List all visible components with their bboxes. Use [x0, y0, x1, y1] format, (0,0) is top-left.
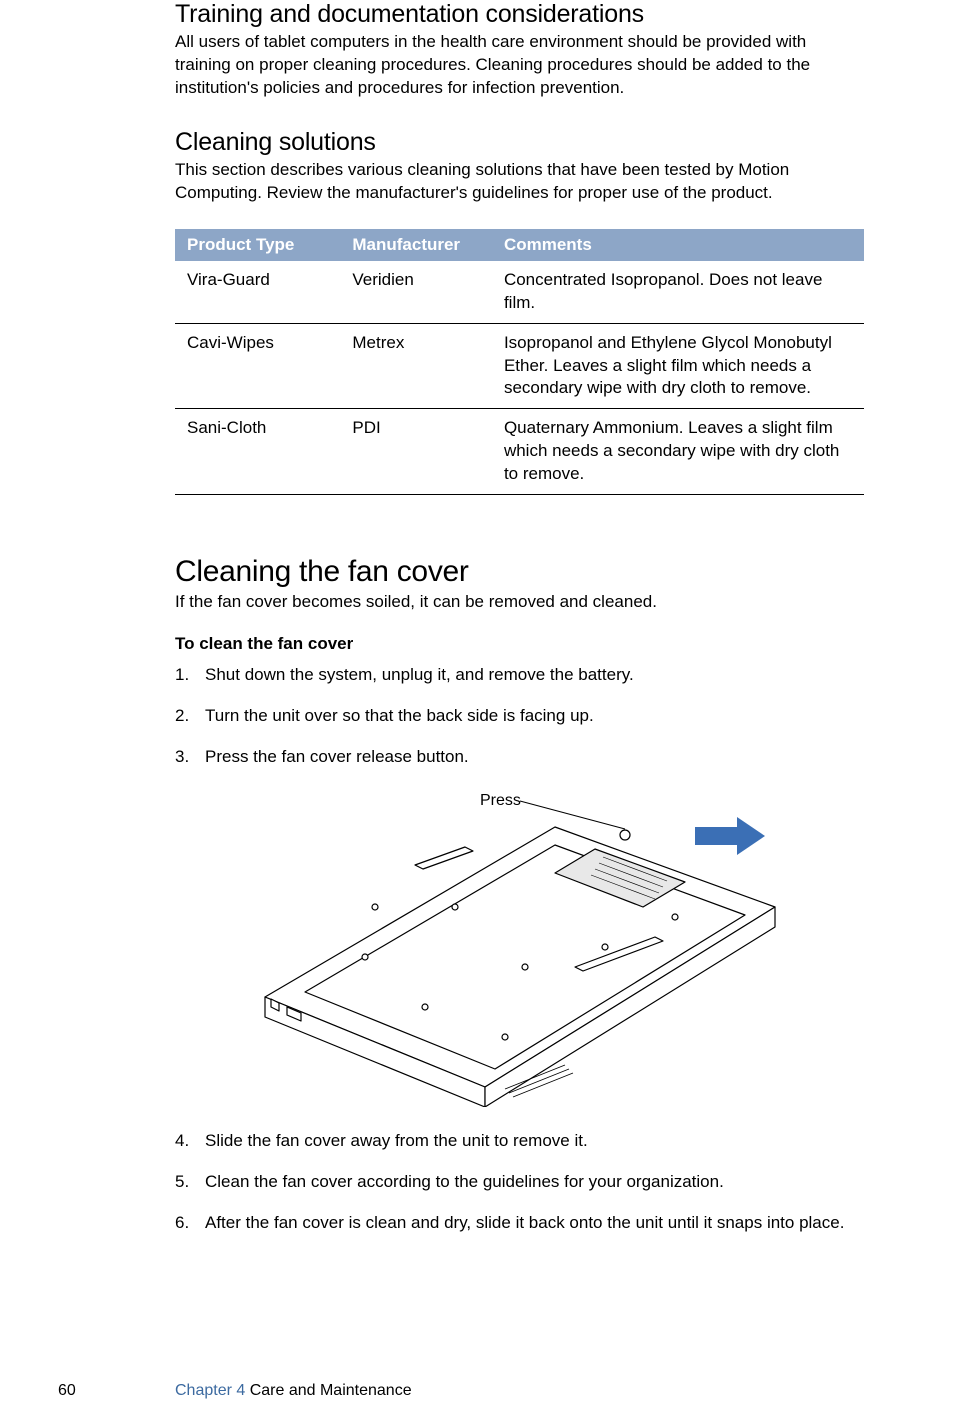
cell-product: Vira-Guard [175, 261, 340, 323]
step-item: Turn the unit over so that the back side… [175, 705, 864, 728]
solutions-heading: Cleaning solutions [175, 128, 864, 157]
step-item: Slide the fan cover away from the unit t… [175, 1130, 864, 1153]
col-header-manufacturer: Manufacturer [340, 229, 492, 261]
fan-steps-list: Shut down the system, unplug it, and rem… [175, 664, 864, 769]
fan-cover-diagram: Press [205, 787, 805, 1107]
training-heading: Training and documentation consideration… [175, 0, 864, 29]
cell-comments: Isopropanol and Ethylene Glycol Monobuty… [492, 323, 864, 409]
cell-comments: Concentrated Isopropanol. Does not leave… [492, 261, 864, 323]
step-item: Press the fan cover release button. [175, 746, 864, 769]
solutions-table: Product Type Manufacturer Comments Vira-… [175, 229, 864, 496]
cell-product: Sani-Cloth [175, 409, 340, 495]
cell-manufacturer: Metrex [340, 323, 492, 409]
step-item: Shut down the system, unplug it, and rem… [175, 664, 864, 687]
cell-manufacturer: PDI [340, 409, 492, 495]
cell-comments: Quaternary Ammonium. Leaves a slight fil… [492, 409, 864, 495]
chapter-title: Care and Maintenance [245, 1382, 411, 1399]
figure-label: Press [480, 792, 521, 809]
training-body: All users of tablet computers in the hea… [175, 31, 864, 100]
slide-arrow-icon [695, 817, 765, 855]
table-row: Sani-Cloth PDI Quaternary Ammonium. Leav… [175, 409, 864, 495]
cell-manufacturer: Veridien [340, 261, 492, 323]
step-item: After the fan cover is clean and dry, sl… [175, 1212, 864, 1235]
fan-steps-list-cont: Slide the fan cover away from the unit t… [175, 1130, 864, 1235]
step-item: Clean the fan cover according to the gui… [175, 1171, 864, 1194]
chapter-reference: Chapter 4 Care and Maintenance [175, 1382, 412, 1400]
cell-product: Cavi-Wipes [175, 323, 340, 409]
table-row: Vira-Guard Veridien Concentrated Isoprop… [175, 261, 864, 323]
chapter-label: Chapter 4 [175, 1382, 245, 1399]
fan-heading: Cleaning the fan cover [175, 555, 864, 589]
fan-body: If the fan cover becomes soiled, it can … [175, 591, 864, 614]
col-header-comments: Comments [492, 229, 864, 261]
solutions-body: This section describes various cleaning … [175, 159, 864, 205]
table-header-row: Product Type Manufacturer Comments [175, 229, 864, 261]
col-header-product: Product Type [175, 229, 340, 261]
page-number: 60 [58, 1382, 76, 1400]
fan-lead: To clean the fan cover [175, 634, 864, 654]
table-row: Cavi-Wipes Metrex Isopropanol and Ethyle… [175, 323, 864, 409]
